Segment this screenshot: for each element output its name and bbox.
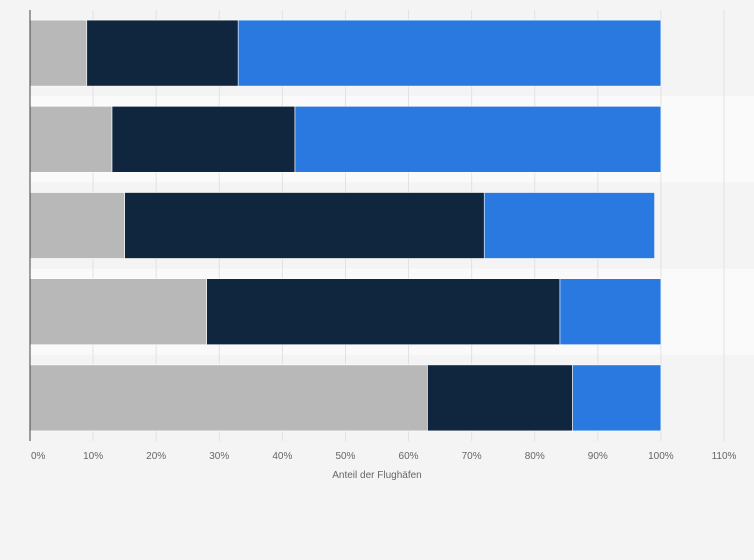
x-tick-label: 60% bbox=[399, 451, 419, 462]
bars bbox=[29, 19, 662, 432]
bar-segment-3[interactable] bbox=[237, 19, 662, 87]
x-tick-label: 20% bbox=[146, 451, 166, 462]
x-axis-title: Anteil der Flughäfen bbox=[332, 470, 422, 481]
bar-segment-3[interactable] bbox=[294, 106, 662, 173]
x-tick-label: 80% bbox=[525, 451, 545, 462]
bar-segment-2[interactable] bbox=[124, 192, 485, 259]
bar-segment-1[interactable] bbox=[29, 278, 207, 346]
bar-segment-3[interactable] bbox=[559, 278, 662, 346]
x-tick-label: 30% bbox=[209, 451, 229, 462]
bar-segment-3[interactable] bbox=[483, 192, 655, 259]
bar-segment-1[interactable] bbox=[29, 19, 88, 87]
bar-segment-2[interactable] bbox=[86, 19, 239, 87]
bar-segment-2[interactable] bbox=[111, 106, 296, 173]
bar-segment-1[interactable] bbox=[29, 364, 428, 432]
x-tick-label: 110% bbox=[712, 451, 737, 462]
bar-segment-1[interactable] bbox=[29, 106, 113, 173]
x-tick-label: 90% bbox=[588, 451, 608, 462]
x-tick-label: 10% bbox=[83, 451, 103, 462]
x-tick-label: 40% bbox=[272, 451, 292, 462]
bar-segment-3[interactable] bbox=[572, 364, 662, 432]
bar-segment-2[interactable] bbox=[206, 278, 561, 346]
x-tick-label: 0% bbox=[31, 451, 46, 462]
x-tick-labels: 0% 10% 20% 30% 40% 50% 60% 70% 80% 90% 100% 110% bbox=[31, 451, 737, 462]
x-tick-label: 50% bbox=[335, 451, 355, 462]
bar-segment-2[interactable] bbox=[427, 364, 573, 432]
x-tick-label: 100% bbox=[648, 451, 674, 462]
x-tick-label: 70% bbox=[462, 451, 482, 462]
bar-segment-1[interactable] bbox=[29, 192, 125, 259]
